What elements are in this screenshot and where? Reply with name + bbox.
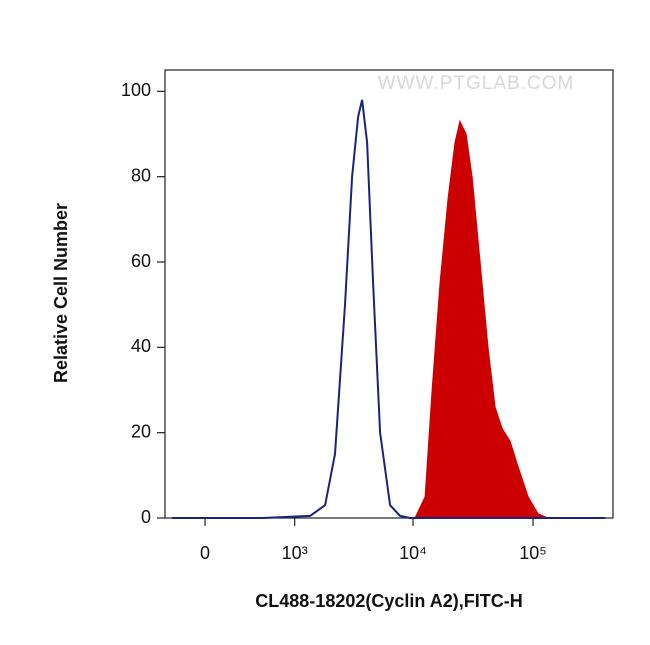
x-axis-title: CL488-18202(Cyclin A2),FITC-H	[255, 591, 522, 611]
x-tick-label: 0	[200, 543, 210, 563]
y-tick-label: 40	[131, 336, 151, 356]
y-tick-label: 20	[131, 421, 151, 441]
y-tick-label: 60	[131, 251, 151, 271]
watermark: WWW.PTGLAB.COM	[378, 73, 575, 94]
y-tick-label: 0	[141, 507, 151, 527]
x-tick-label: 10³	[282, 543, 308, 563]
x-tick-label: 10⁴	[399, 543, 427, 563]
y-axis-title: Relative Cell Number	[51, 203, 71, 383]
histogram-area	[414, 119, 549, 519]
y-tick-label: 100	[121, 80, 151, 100]
histogram-line	[172, 99, 606, 519]
y-tick-label: 80	[131, 165, 151, 185]
plot-frame	[164, 69, 614, 519]
x-tick-label: 10⁵	[519, 543, 546, 563]
